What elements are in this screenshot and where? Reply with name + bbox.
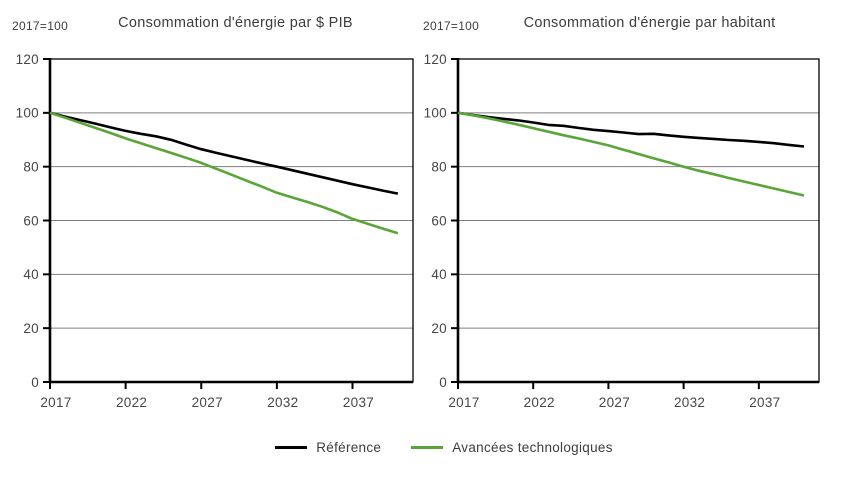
- chart-energie-pib: 2017=100 Consommation d'énergie par $ PI…: [0, 0, 423, 430]
- axis-note-pib: 2017=100: [12, 19, 69, 33]
- plot-energie-habitant: 0 20 40 60 80 100 120 2017 2022 2027 2032 2037: [424, 52, 820, 410]
- x-tick-label: 2022: [116, 395, 147, 410]
- x-tick-label: 2022: [524, 395, 555, 410]
- charts-row: 2017=100 Consommation d'énergie par $ PI…: [0, 0, 846, 430]
- y-tick-label: 60: [431, 213, 447, 228]
- y-tick-label: 120: [16, 52, 39, 67]
- x-tick-label: 2032: [674, 395, 705, 410]
- y-tick-label: 0: [31, 375, 39, 390]
- y-tick-label: 0: [439, 375, 447, 390]
- chart-title-habitant: Consommation d'énergie par habitant: [523, 15, 776, 31]
- y-tick-label: 80: [23, 159, 39, 174]
- x-tick-label: 2027: [192, 395, 223, 410]
- series-line-avancees: [457, 111, 805, 197]
- x-tick-label: 2017: [40, 395, 71, 410]
- y-tick-label: 40: [23, 267, 39, 282]
- y-tick-label: 40: [431, 267, 447, 282]
- chart-title-pib: Consommation d'énergie par $ PIB: [118, 15, 353, 31]
- axis-note-habitant: 2017=100: [423, 19, 480, 33]
- legend-item-1: Avancées technologiques: [411, 440, 613, 455]
- legend-swatch-icon: [275, 445, 308, 450]
- x-tick-label: 2017: [448, 395, 479, 410]
- x-tick-label: 2037: [749, 395, 780, 410]
- legend-label: Avancées technologiques: [452, 440, 613, 455]
- legend: Référence Avancées technologiques: [0, 440, 846, 455]
- x-tick-label: 2037: [343, 395, 374, 410]
- y-tick-label: 100: [424, 106, 447, 121]
- legend-item-0: Référence: [275, 440, 381, 455]
- chart-energie-habitant: 2017=100 Consommation d'énergie par habi…: [423, 0, 846, 430]
- series-line-reference: [457, 111, 805, 148]
- chart-header-habitant: 2017=100 Consommation d'énergie par habi…: [423, 0, 846, 44]
- y-tick-label: 20: [431, 321, 447, 336]
- y-tick-label: 100: [16, 106, 39, 121]
- legend-label: Référence: [316, 440, 382, 455]
- legend-swatch-icon: [411, 445, 444, 450]
- x-tick-label: 2032: [267, 395, 298, 410]
- y-tick-label: 80: [431, 159, 447, 174]
- chart-header-pib: 2017=100 Consommation d'énergie par $ PI…: [0, 0, 423, 44]
- y-tick-label: 20: [23, 321, 39, 336]
- y-tick-label: 60: [23, 213, 39, 228]
- y-tick-label: 120: [424, 52, 447, 67]
- series-line-avancees: [49, 111, 399, 235]
- plot-energie-pib: 0 20 40 60 80 100 120 2017 2022 2027 2032 2037: [16, 52, 414, 410]
- series-line-reference: [49, 111, 399, 195]
- x-tick-label: 2027: [599, 395, 630, 410]
